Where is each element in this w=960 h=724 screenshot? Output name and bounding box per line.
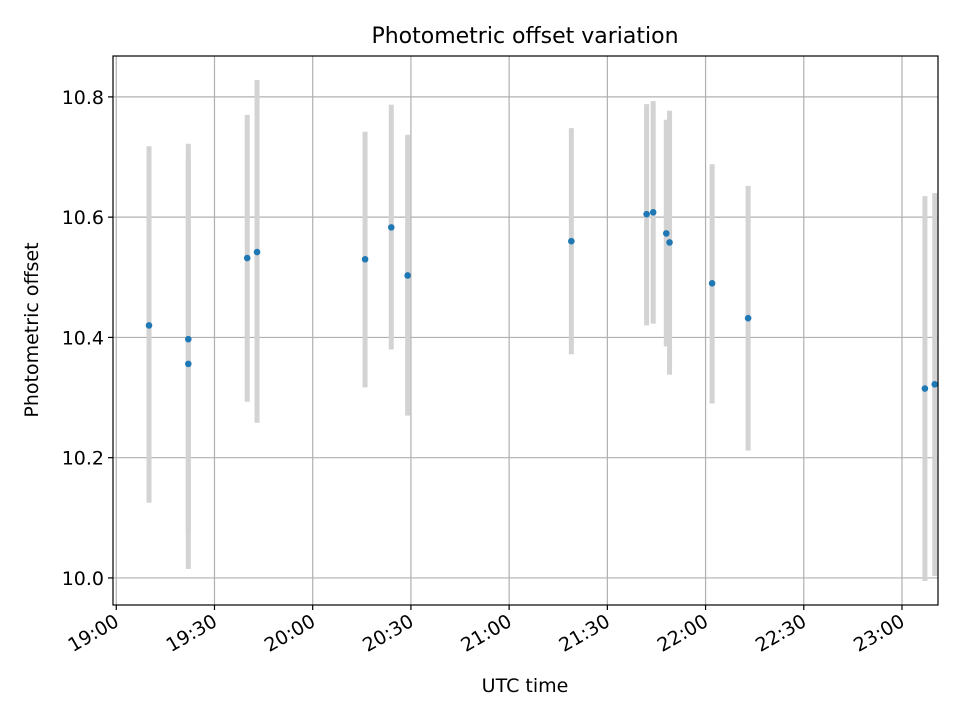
y-tick-label: 10.6 [62, 207, 104, 229]
data-point [744, 314, 752, 322]
data-point [568, 237, 575, 245]
chart-title: Photometric offset variation [371, 24, 678, 49]
data-point [145, 322, 153, 329]
x-axis-label: UTC time [482, 675, 569, 697]
data-point [921, 385, 929, 392]
data-point [184, 335, 192, 343]
y-tick-label: 10.4 [62, 327, 104, 349]
y-tick-label: 10.0 [62, 568, 104, 590]
y-axis-label: Photometric offset [21, 242, 43, 417]
data-point [404, 272, 411, 279]
y-tick-label: 10.8 [62, 87, 104, 109]
data-point [666, 239, 673, 246]
data-point [253, 248, 261, 256]
data-point [708, 279, 716, 287]
data-point [643, 210, 650, 218]
data-points [145, 209, 939, 392]
data-point [931, 381, 939, 388]
data-point [243, 254, 251, 262]
y-axis-ticks: 10.0 10.2 10.4 10.6 10.8 [62, 87, 113, 590]
data-point [184, 360, 192, 368]
y-tick-label: 10.2 [62, 448, 104, 470]
axes-frame [112, 55, 939, 606]
data-point [662, 230, 670, 237]
data-point [649, 209, 657, 216]
grid [113, 56, 938, 605]
data-point [361, 255, 369, 263]
data-point [387, 224, 395, 231]
